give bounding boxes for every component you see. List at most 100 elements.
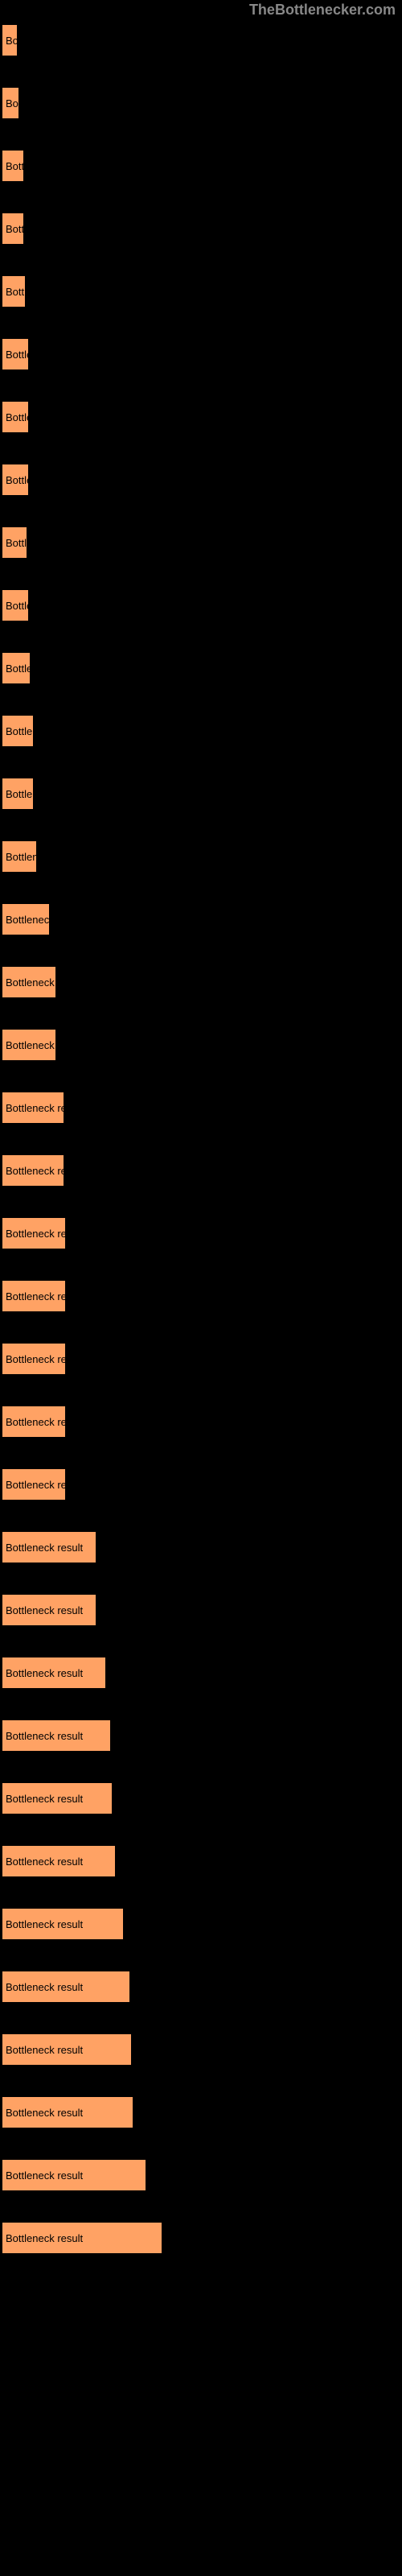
bar-row: Bottleneck result (2, 1531, 402, 1563)
bar: Bottleneck result (2, 652, 31, 684)
bar-label: Bottleneck result (6, 1102, 64, 1114)
bar-label: Bottleneck result (6, 976, 56, 989)
bar-label: Bottleneck result (6, 1542, 83, 1554)
bar: Bottleneck result (2, 401, 29, 433)
bar-label: Bottleneck result (6, 1039, 56, 1051)
bar-row: Bottleneck result (2, 2159, 402, 2191)
bar: Bottleneck result (2, 1531, 96, 1563)
bar: Bottleneck result (2, 150, 24, 182)
bar: Bottleneck result (2, 338, 29, 370)
bar-label: Bottleneck result (6, 2232, 83, 2244)
bar: Bottleneck result (2, 2033, 132, 2066)
bar-label: Bottleneck result (6, 725, 34, 737)
bar-label: Bottleneck result (6, 1793, 83, 1805)
bar: Bottleneck result (2, 87, 19, 119)
bar: Bottleneck result (2, 840, 37, 873)
bar-label: Bottleneck result (6, 1604, 83, 1616)
bar-row: Bottleneck result (2, 903, 402, 935)
bar-label: Bottleneck result (6, 1353, 66, 1365)
bar-label: Bottleneck result (6, 788, 34, 800)
bar-row: Bottleneck result (2, 24, 402, 56)
bar-label: Bottleneck result (6, 1479, 66, 1491)
bar-row: Bottleneck result (2, 966, 402, 998)
bar: Bottleneck result (2, 1154, 64, 1187)
bar-row: Bottleneck result (2, 652, 402, 684)
bar-row: Bottleneck result (2, 778, 402, 810)
bar-row: Bottleneck result (2, 401, 402, 433)
bar-row: Bottleneck result (2, 338, 402, 370)
bar: Bottleneck result (2, 715, 34, 747)
bar-row: Bottleneck result (2, 1154, 402, 1187)
bar-row: Bottleneck result (2, 1092, 402, 1124)
bar: Bottleneck result (2, 778, 34, 810)
bar-label: Bottleneck result (6, 97, 19, 109)
bar-row: Bottleneck result (2, 1719, 402, 1752)
bar: Bottleneck result (2, 1217, 66, 1249)
bar: Bottleneck result (2, 1092, 64, 1124)
bar-row: Bottleneck result (2, 1845, 402, 1877)
bar: Bottleneck result (2, 2222, 162, 2254)
bar-label: Bottleneck result (6, 1856, 83, 1868)
bar: Bottleneck result (2, 24, 18, 56)
bar: Bottleneck result (2, 1280, 66, 1312)
bar-row: Bottleneck result (2, 150, 402, 182)
bar: Bottleneck result (2, 213, 24, 245)
bar-label: Bottleneck result (6, 1228, 66, 1240)
bar: Bottleneck result (2, 2096, 133, 2128)
bar: Bottleneck result (2, 1343, 66, 1375)
bar: Bottleneck result (2, 1406, 66, 1438)
bar-row: Bottleneck result (2, 1594, 402, 1626)
bar: Bottleneck result (2, 526, 27, 559)
bar: Bottleneck result (2, 903, 50, 935)
bar: Bottleneck result (2, 275, 26, 308)
bar-label: Bottleneck result (6, 1918, 83, 1930)
bar: Bottleneck result (2, 1719, 111, 1752)
bar-row: Bottleneck result (2, 840, 402, 873)
bar: Bottleneck result (2, 1782, 113, 1814)
bar-label: Bottleneck result (6, 851, 37, 863)
bar-label: Bottleneck result (6, 1667, 83, 1679)
bar-label: Bottleneck result (6, 35, 18, 47)
bar-label: Bottleneck result (6, 914, 50, 926)
bar: Bottleneck result (2, 1845, 116, 1877)
bar: Bottleneck result (2, 464, 29, 496)
bar-label: Bottleneck result (6, 1981, 83, 1993)
bar-label: Bottleneck result (6, 474, 29, 486)
watermark-text: TheBottlenecker.com (249, 2, 396, 19)
bar: Bottleneck result (2, 1468, 66, 1501)
bar-label: Bottleneck result (6, 2169, 83, 2182)
bar-row: Bottleneck result (2, 2222, 402, 2254)
bar-label: Bottleneck result (6, 286, 26, 298)
bar-row: Bottleneck result (2, 2033, 402, 2066)
bar-label: Bottleneck result (6, 663, 31, 675)
bar-row: Bottleneck result (2, 1029, 402, 1061)
bar-label: Bottleneck result (6, 1416, 66, 1428)
bar-label: Bottleneck result (6, 1165, 64, 1177)
bar: Bottleneck result (2, 966, 56, 998)
bar-label: Bottleneck result (6, 349, 29, 361)
bar-row: Bottleneck result (2, 589, 402, 621)
bar-row: Bottleneck result (2, 87, 402, 119)
bar: Bottleneck result (2, 589, 29, 621)
bar-label: Bottleneck result (6, 160, 24, 172)
bar-label: Bottleneck result (6, 1730, 83, 1742)
bar-row: Bottleneck result (2, 464, 402, 496)
bar-row: Bottleneck result (2, 1657, 402, 1689)
bar-label: Bottleneck result (6, 600, 29, 612)
bar-row: Bottleneck result (2, 1406, 402, 1438)
bar-row: Bottleneck result (2, 1782, 402, 1814)
bar-label: Bottleneck result (6, 1290, 66, 1302)
bar: Bottleneck result (2, 1971, 130, 2003)
bar: Bottleneck result (2, 1029, 56, 1061)
bar-label: Bottleneck result (6, 537, 27, 549)
bar-label: Bottleneck result (6, 2107, 83, 2119)
bar-label: Bottleneck result (6, 411, 29, 423)
bar: Bottleneck result (2, 2159, 146, 2191)
bar-row: Bottleneck result (2, 715, 402, 747)
bar-label: Bottleneck result (6, 223, 24, 235)
bar-row: Bottleneck result (2, 275, 402, 308)
bar-row: Bottleneck result (2, 213, 402, 245)
bar-row: Bottleneck result (2, 2096, 402, 2128)
bar: Bottleneck result (2, 1908, 124, 1940)
bar-row: Bottleneck result (2, 1971, 402, 2003)
